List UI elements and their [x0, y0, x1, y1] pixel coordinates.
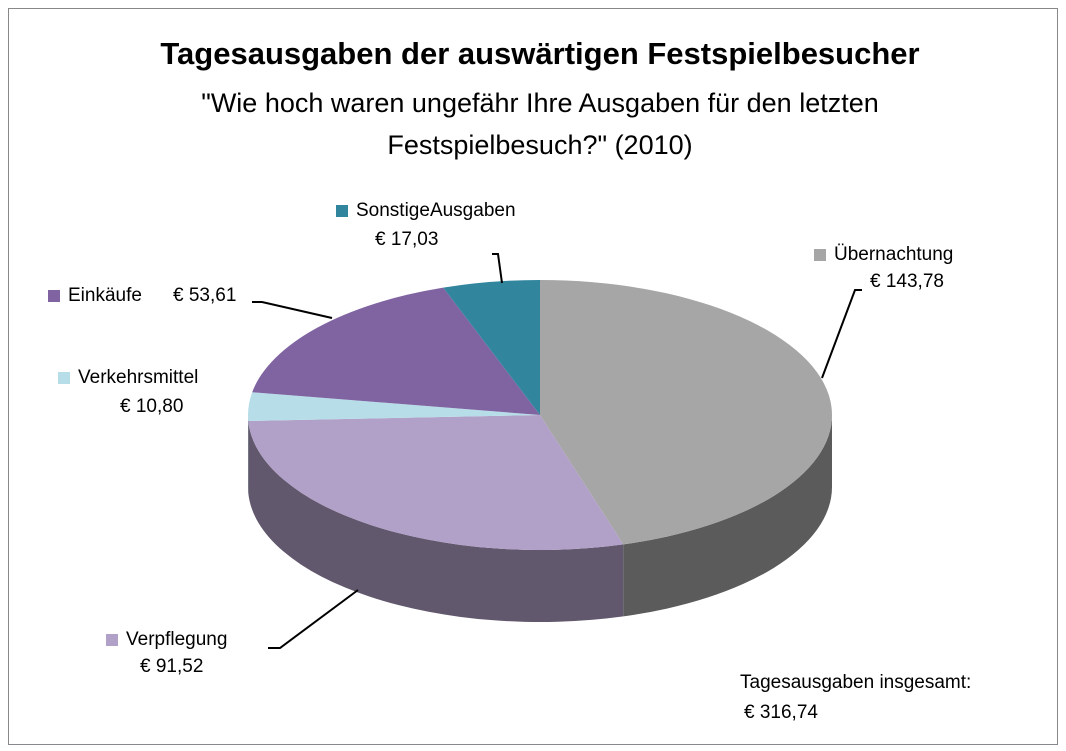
value-label: € 10,80 — [120, 396, 183, 417]
annotation: Tagesausgaben insgesamt: — [740, 672, 971, 693]
leader-line — [492, 253, 503, 284]
category-label: Verkehrsmittel — [78, 367, 198, 388]
category-label: Übernachtung — [834, 244, 953, 265]
legend-swatch — [48, 290, 60, 302]
slice — [443, 280, 540, 415]
leader-line — [268, 589, 359, 649]
value-label: € 53,61 — [173, 285, 236, 306]
value-label: € 143,78 — [870, 271, 944, 292]
slice — [248, 392, 540, 422]
chart-title: Tagesausgaben der auswärtigen Festspielb… — [160, 36, 920, 71]
category-label: SonstigeAusgaben — [356, 200, 516, 221]
legend-swatch — [106, 634, 118, 646]
leader-line — [821, 289, 862, 379]
chart-subtitle: "Wie hoch waren ungefähr Ihre Ausgaben f… — [201, 88, 879, 160]
slice — [540, 280, 832, 545]
legend-swatch — [58, 372, 70, 384]
slice — [252, 287, 541, 415]
slice-side — [623, 415, 832, 617]
annotation: € 316,74 — [744, 702, 818, 723]
leader-line — [252, 301, 333, 319]
legend-swatch — [814, 249, 826, 261]
slice — [248, 415, 624, 550]
category-label: Einkäufe — [68, 285, 142, 306]
legend-swatch — [336, 205, 348, 217]
value-label: € 91,52 — [140, 656, 203, 677]
category-label: Verpflegung — [126, 629, 227, 650]
slice-side — [248, 421, 624, 622]
value-label: € 17,03 — [375, 229, 438, 250]
